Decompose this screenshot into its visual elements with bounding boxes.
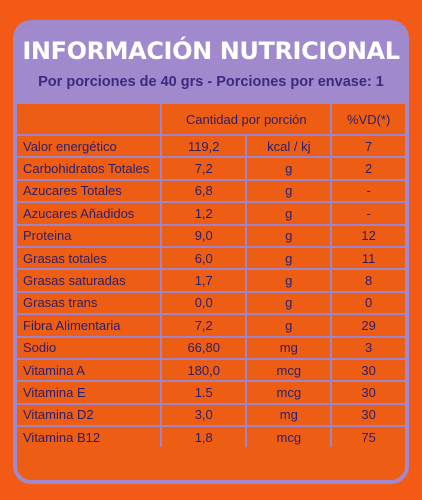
nutrient-value: 3,0	[160, 402, 248, 428]
table-row: Fibra Alimentaria 7,2 g 29	[17, 313, 405, 338]
nutrient-vd: 7	[330, 133, 405, 159]
nutrient-unit: mg	[245, 335, 333, 360]
table-row: Azucares Totales 6,8 g -	[17, 178, 405, 204]
nutrient-value: 0,0	[160, 290, 248, 316]
nutrient-value: 9,0	[160, 223, 248, 248]
nutrient-vd: 11	[330, 245, 405, 271]
nutrient-vd: -	[330, 178, 405, 204]
nutrient-name: Vitamina E	[17, 380, 163, 405]
nutrient-name: Carbohidratos Totales	[17, 156, 163, 181]
nutrient-vd: 3	[330, 335, 405, 360]
nutrient-unit: g	[245, 313, 333, 338]
nutrient-name: Valor energético	[17, 133, 163, 159]
header-blank-cell	[17, 104, 163, 136]
nutrition-facts-panel: INFORMACIÓN NUTRICIONAL Por porciones de…	[13, 20, 409, 484]
nutrient-name: Fibra Alimentaria	[17, 313, 163, 338]
nutrient-unit: g	[245, 268, 333, 293]
nutrient-name: Azucares Añadidos	[17, 201, 163, 226]
table-row: Proteina 9,0 g 12	[17, 223, 405, 248]
nutrient-value: 66,80	[160, 335, 248, 360]
table-row: Grasas saturadas 1,7 g 8	[17, 268, 405, 293]
nutrient-unit: mcg	[245, 380, 333, 405]
nutrient-unit: g	[245, 178, 333, 204]
nutrient-vd: 30	[330, 380, 405, 405]
nutrient-vd: 12	[330, 223, 405, 248]
nutrition-table: Cantidad por porción %VD(*) Valor energé…	[17, 104, 405, 448]
nutrient-value: 7,2	[160, 156, 248, 181]
table-row: Grasas totales 6,0 g 11	[17, 245, 405, 271]
nutrient-value: 1.5	[160, 380, 248, 405]
nutrient-vd: 75	[330, 425, 405, 448]
column-header-vd: %VD(*)	[330, 104, 405, 136]
nutrient-value: 1,8	[160, 425, 248, 448]
nutrient-unit: mcg	[245, 425, 333, 448]
nutrient-unit: g	[245, 156, 333, 181]
nutrient-value: 119,2	[160, 133, 248, 159]
nutrient-name: Sodio	[17, 335, 163, 360]
nutrient-vd: 0	[330, 290, 405, 316]
table-row: Vitamina D2 3,0 mg 30	[17, 402, 405, 428]
nutrient-unit: kcal / kj	[245, 133, 333, 159]
table-row: Carbohidratos Totales 7,2 g 2	[17, 156, 405, 181]
nutrient-name: Vitamina D2	[17, 402, 163, 428]
nutrient-name: Vitamina A	[17, 357, 163, 383]
nutrient-value: 6,8	[160, 178, 248, 204]
nutrient-name: Grasas trans	[17, 290, 163, 316]
nutrient-vd: 29	[330, 313, 405, 338]
nutrient-vd: 8	[330, 268, 405, 293]
nutrient-vd: 30	[330, 402, 405, 428]
nutrient-name: Grasas saturadas	[17, 268, 163, 293]
table-row: Grasas trans 0,0 g 0	[17, 290, 405, 316]
table-row: Azucares Añadidos 1,2 g -	[17, 201, 405, 226]
nutrient-unit: g	[245, 223, 333, 248]
nutrient-name: Azucares Totales	[17, 178, 163, 204]
nutrient-unit: mcg	[245, 357, 333, 383]
nutrition-header: INFORMACIÓN NUTRICIONAL Por porciones de…	[17, 24, 405, 104]
table-row: Vitamina E 1.5 mcg 30	[17, 380, 405, 405]
nutrient-value: 7,2	[160, 313, 248, 338]
nutrient-unit: g	[245, 201, 333, 226]
table-row: Vitamina B12 1,8 mcg 75	[17, 425, 405, 448]
nutrient-vd: -	[330, 201, 405, 226]
nutrient-unit: g	[245, 290, 333, 316]
nutrient-vd: 2	[330, 156, 405, 181]
column-header-cantidad: Cantidad por porción	[160, 104, 333, 136]
nutrient-value: 1,2	[160, 201, 248, 226]
nutrient-value: 6,0	[160, 245, 248, 271]
serving-info: Por porciones de 40 grs - Porciones por …	[38, 74, 384, 90]
table-row: Vitamina A 180,0 mcg 30	[17, 357, 405, 383]
nutrient-value: 180,0	[160, 357, 248, 383]
page-title: INFORMACIÓN NUTRICIONAL	[22, 37, 400, 65]
table-header-row: Cantidad por porción %VD(*)	[17, 104, 405, 136]
nutrient-value: 1,7	[160, 268, 248, 293]
nutrient-unit: g	[245, 245, 333, 271]
nutrient-name: Proteina	[17, 223, 163, 248]
table-row: Valor energético 119,2 kcal / kj 7	[17, 133, 405, 159]
nutrient-name: Grasas totales	[17, 245, 163, 271]
nutrient-vd: 30	[330, 357, 405, 383]
table-row: Sodio 66,80 mg 3	[17, 335, 405, 360]
nutrient-name: Vitamina B12	[17, 425, 163, 448]
nutrient-unit: mg	[245, 402, 333, 428]
